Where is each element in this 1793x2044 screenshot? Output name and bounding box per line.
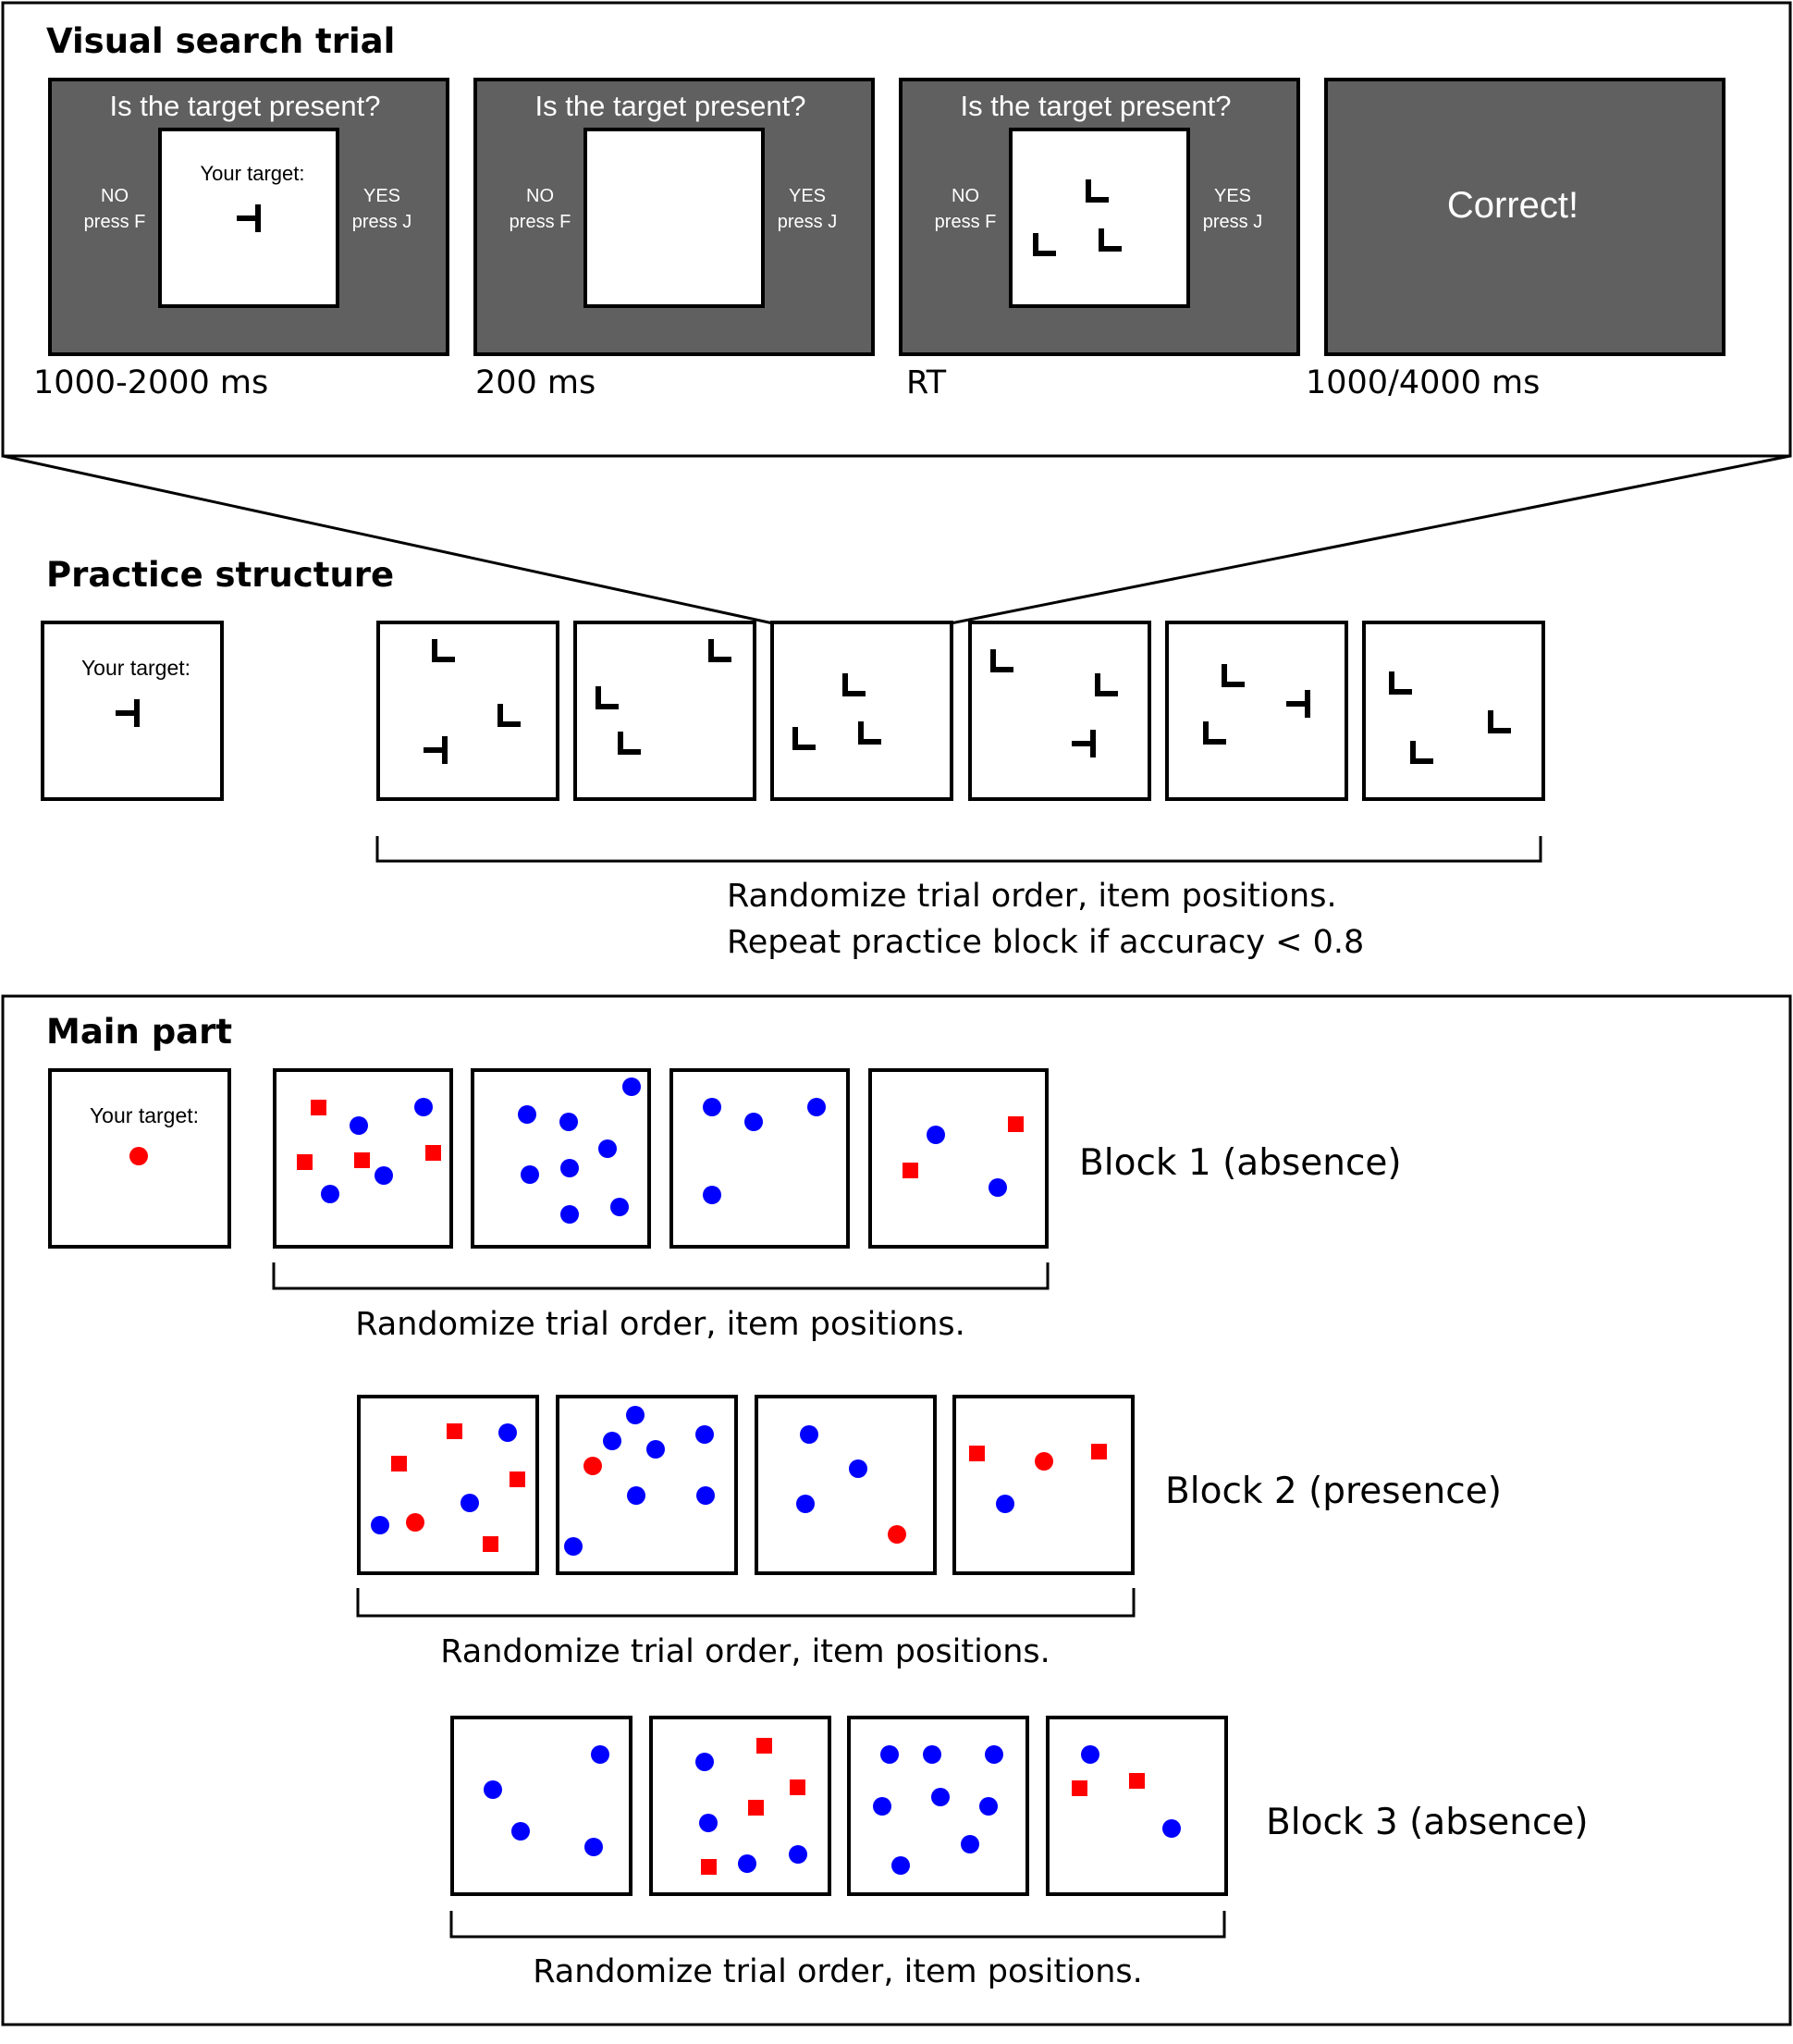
target-label: Your target: (81, 656, 190, 680)
main-title: Main part (46, 1012, 232, 1052)
zoom-line-left (2, 454, 774, 625)
practice-trial-1 (376, 621, 559, 801)
timing-label-fixation: 1000-2000 ms (33, 364, 268, 401)
yes-key: press J (778, 212, 837, 232)
target-label: Your target: (201, 162, 305, 185)
practice-bracket (375, 836, 1542, 863)
visual-search-title: Visual search trial (46, 21, 395, 61)
visual-search-section: Visual search trial Is the target presen… (1, 1, 1792, 458)
trial-screen-blank: Is the target present? NO press F YES pr… (473, 78, 875, 356)
practice-target-card: Your target: (41, 621, 224, 801)
no-key: press F (510, 212, 571, 232)
feedback-text: Correct! (1447, 185, 1578, 226)
main-section: Main part Your target: (1, 994, 1792, 2026)
block-2-bracket (356, 1588, 1136, 1618)
practice-trial-6 (1362, 621, 1545, 801)
no-key: press F (84, 212, 146, 232)
yes-label: YES (789, 186, 826, 206)
trial-screen-fixation: Is the target present? NO press F YES pr… (48, 78, 449, 356)
main-target-card: Your target: (48, 1068, 231, 1249)
target-red-circle (129, 1147, 148, 1165)
zoom-line-right (950, 454, 1791, 625)
yes-label: YES (1214, 186, 1251, 206)
no-label: NO (952, 186, 979, 206)
timing-label-blank: 200 ms (475, 364, 596, 401)
block-1-label: Block 1 (absence) (1079, 1142, 1402, 1184)
yes-key: press J (1203, 212, 1262, 232)
main-frame (1, 994, 1792, 2026)
question-text: Is the target present? (961, 90, 1232, 122)
block-1-trials (273, 1068, 1049, 1249)
practice-trial-2 (573, 621, 756, 801)
block-3-label: Block 3 (absence) (1266, 1802, 1589, 1843)
question-text: Is the target present? (110, 90, 381, 122)
practice-trial-4 (968, 621, 1151, 801)
target-label: Your target: (90, 1103, 199, 1127)
block-3-trials (450, 1716, 1228, 1896)
yes-key: press J (352, 212, 411, 232)
trial-screen-feedback: Correct! (1324, 78, 1725, 356)
trial-screen-search: Is the target present? NO press F YES pr… (899, 78, 1300, 356)
block-2-caption: Randomize trial order, item positions. (440, 1633, 1050, 1670)
timing-label-feedback: 1000/4000 ms (1306, 364, 1540, 401)
timing-label-search: RT (906, 364, 947, 401)
block-3-bracket (449, 1911, 1226, 1939)
block-1-bracket (272, 1262, 1050, 1290)
practice-section: Practice structure Your target: (41, 555, 1545, 961)
practice-title: Practice structure (46, 555, 394, 595)
block-2-label: Block 2 (presence) (1165, 1471, 1502, 1512)
practice-caption-line2: Repeat practice block if accuracy < 0.8 (727, 924, 1364, 961)
question-text: Is the target present? (535, 90, 806, 122)
block-2-trials (357, 1395, 1135, 1575)
practice-trial-3 (770, 621, 953, 801)
block-1-caption: Randomize trial order, item positions. (355, 1306, 965, 1343)
no-key: press F (935, 212, 997, 232)
practice-trial-5 (1165, 621, 1348, 801)
block-3-caption: Randomize trial order, item positions. (533, 1953, 1143, 1990)
no-label: NO (526, 186, 554, 206)
yes-label: YES (363, 186, 400, 206)
practice-caption-line1: Randomize trial order, item positions. (727, 878, 1337, 915)
no-label: NO (101, 186, 129, 206)
